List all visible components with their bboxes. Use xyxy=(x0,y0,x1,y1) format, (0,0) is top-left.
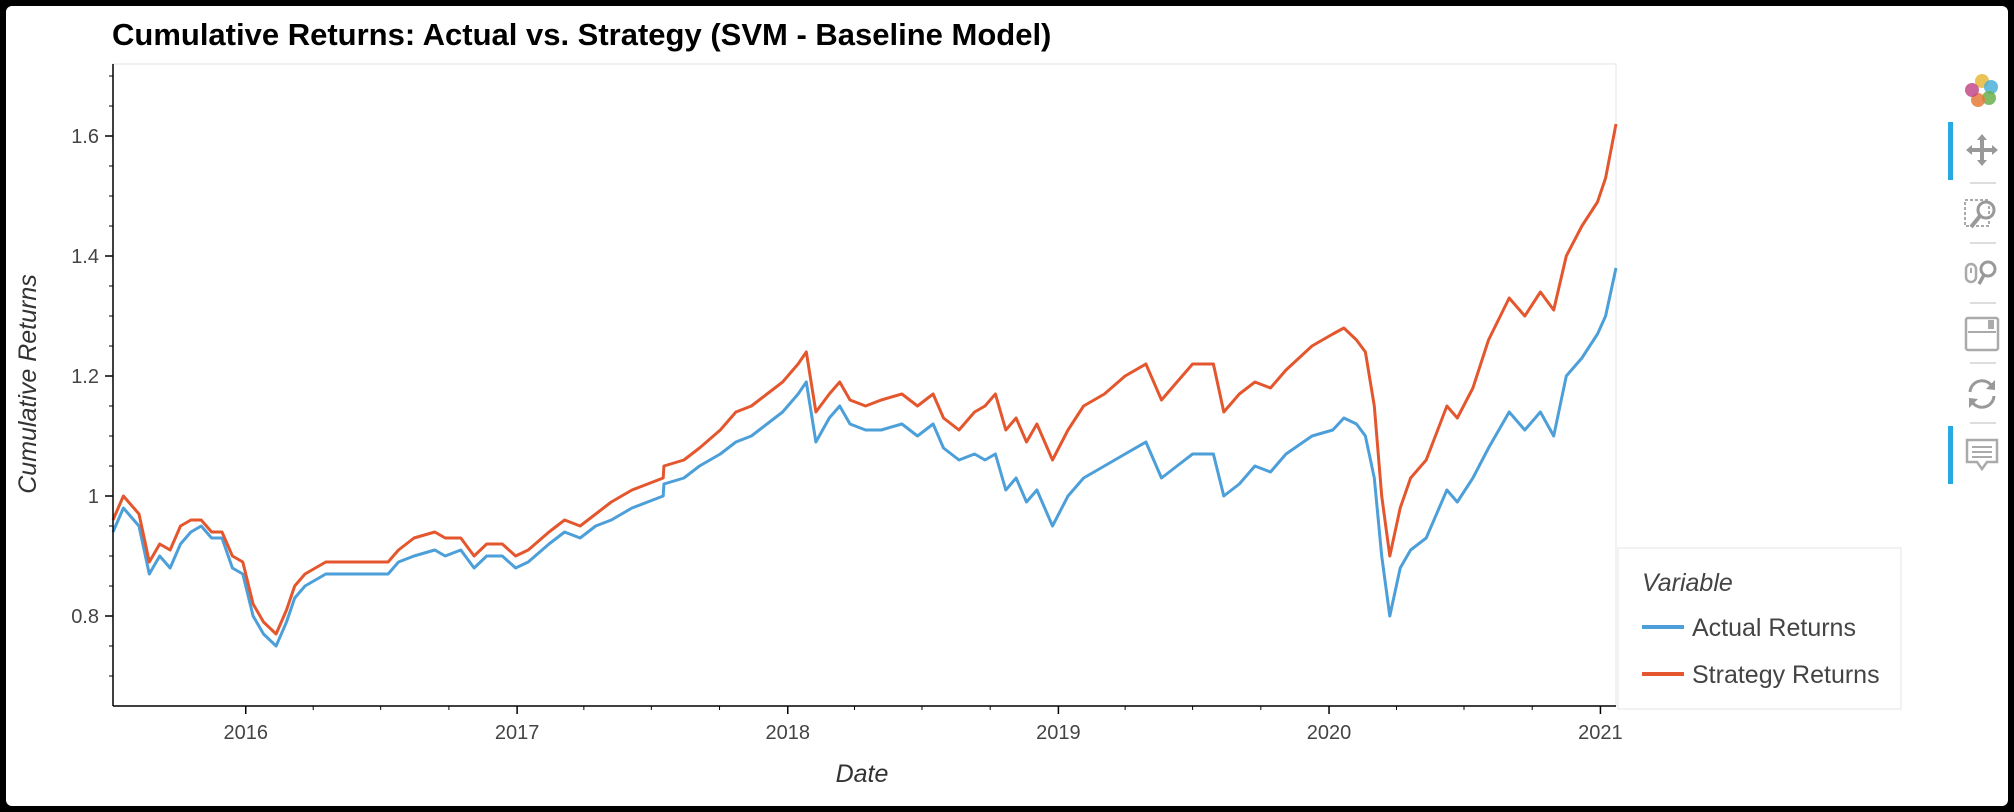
series-line-actual-returns[interactable] xyxy=(111,267,1618,648)
plot-toolbar xyxy=(1946,64,2008,504)
y-tick-label: 1.2 xyxy=(71,366,99,388)
wheel-zoom-tool-button[interactable] xyxy=(1946,246,2008,300)
series-line-strategy-returns[interactable] xyxy=(111,123,1618,636)
hover-tool-button[interactable] xyxy=(1946,426,2008,484)
y-axis-label: Cumulative Returns xyxy=(14,274,42,494)
legend: Variable Actual Returns Strategy Returns xyxy=(1617,547,1902,710)
pan-tool-icon xyxy=(1966,134,1998,166)
reset-tool-button[interactable] xyxy=(1946,366,2008,420)
reset-tool-icon xyxy=(1968,379,1996,409)
series-lines xyxy=(111,123,1618,648)
box-zoom-tool-button[interactable] xyxy=(1946,186,2008,240)
hover-tool-icon xyxy=(1965,438,1999,472)
toolbar-divider xyxy=(1970,302,1996,304)
chart-title: Cumulative Returns: Actual vs. Strategy … xyxy=(112,17,1051,52)
x-tick-label: 2016 xyxy=(223,722,268,744)
save-tool-button[interactable] xyxy=(1946,306,2008,360)
x-tick-label: 2017 xyxy=(495,722,540,744)
legend-label-actual-returns[interactable]: Actual Returns xyxy=(1692,614,1856,642)
pan-tool-button[interactable] xyxy=(1946,122,2008,180)
plot-area[interactable] xyxy=(112,63,1617,707)
x-tick-label: 2020 xyxy=(1307,722,1352,744)
box-zoom-tool-icon xyxy=(1964,199,1996,229)
legend-title: Variable xyxy=(1642,569,1733,597)
x-axis-label: Date xyxy=(836,760,889,788)
x-tick-label: 2019 xyxy=(1036,722,1081,744)
save-tool-icon xyxy=(1964,316,2000,352)
y-tick-label: 1.4 xyxy=(71,246,99,268)
chart-canvas: Cumulative Returns: Actual vs. Strategy … xyxy=(14,17,1902,788)
x-tick-label: 2021 xyxy=(1578,722,1623,744)
chart-figure: Cumulative Returns: Actual vs. Strategy … xyxy=(6,6,2008,806)
wheel-zoom-tool-icon xyxy=(1964,260,1997,285)
toolbar-divider xyxy=(1970,242,1996,244)
legend-label-strategy-returns[interactable]: Strategy Returns xyxy=(1692,661,1880,689)
toolbar-divider xyxy=(1970,182,1996,184)
axis-ticks: 2016 2017 2018 2019 2020 2021 0.8 1 1.2 1.4 1.6 xyxy=(71,75,1623,744)
toolbar-divider xyxy=(1970,422,1996,424)
y-tick-label: 0.8 xyxy=(71,606,99,628)
y-tick-label: 1.6 xyxy=(71,126,99,148)
x-tick-label: 2018 xyxy=(766,722,811,744)
y-tick-label: 1 xyxy=(88,486,99,508)
toolbar-divider xyxy=(1970,362,1996,364)
bokeh-logo-icon[interactable] xyxy=(1946,64,2008,118)
